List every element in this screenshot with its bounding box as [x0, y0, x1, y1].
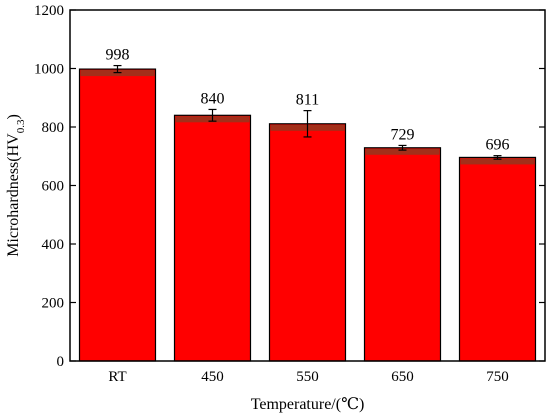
- bar: [173, 114, 252, 362]
- data-label: 811: [296, 92, 319, 109]
- y-axis-title-end: ): [5, 114, 22, 119]
- y-tick-label: 1200: [34, 3, 64, 19]
- bar: [363, 147, 442, 362]
- y-tick-label: 400: [42, 237, 65, 253]
- y-tick-label: 600: [42, 179, 65, 195]
- x-tick-label: 650: [391, 369, 414, 385]
- y-tick-label: 1000: [34, 62, 64, 78]
- y-tick-label: 800: [42, 120, 65, 136]
- x-tick-label: RT: [108, 369, 126, 385]
- bar: [268, 123, 347, 362]
- y-axis-ticks: 0 200 400 600 800 1000 1200: [34, 3, 545, 370]
- x-tick-label: 550: [296, 369, 319, 385]
- y-axis-title: Microhardness(HV0.3): [5, 114, 27, 257]
- plot-frame: [69, 9, 546, 362]
- y-axis-title-subscript: 0.3: [15, 119, 27, 133]
- bar: [458, 156, 537, 362]
- data-label: 998: [106, 47, 130, 64]
- data-label: 696: [486, 137, 510, 154]
- bar-cap: [365, 148, 440, 155]
- bar-cap: [460, 158, 535, 165]
- bar: [78, 68, 157, 362]
- bars: 998 840 811 729 696: [78, 47, 537, 362]
- y-axis-title-base: Microhardness(HV: [5, 133, 22, 257]
- y-tick-label: 0: [57, 354, 65, 370]
- data-label: 729: [391, 126, 415, 143]
- x-axis-title: Temperature/(℃): [251, 396, 365, 413]
- data-label: 840: [201, 90, 225, 107]
- y-tick-label: 200: [42, 296, 65, 312]
- x-axis-ticks: RT 450 550 650 750: [108, 355, 509, 385]
- x-tick-label: 450: [201, 369, 224, 385]
- x-tick-label: 750: [486, 369, 509, 385]
